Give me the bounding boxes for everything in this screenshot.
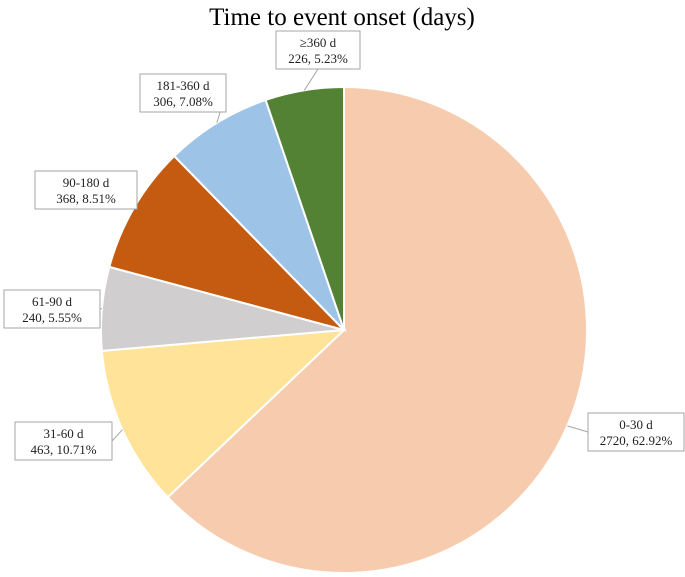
- label-category-0: 0-30 d: [619, 417, 653, 432]
- label-value-3: 368, 8.51%: [56, 191, 116, 206]
- leader-line-1: [111, 429, 123, 442]
- leader-line-0: [567, 425, 589, 433]
- label-box-3: [34, 170, 138, 210]
- pie-slice-4: [172, 98, 345, 331]
- label-box-5: [275, 30, 361, 70]
- label-value-2: 240, 5.55%: [22, 310, 82, 325]
- label-value-0: 2720, 62.92%: [600, 433, 673, 448]
- label-category-3: 90-180 d: [63, 175, 110, 190]
- label-value-5: 226, 5.23%: [288, 51, 348, 66]
- leader-line-5: [303, 68, 319, 91]
- label-box-1: [14, 421, 113, 461]
- pie-slice-5: [264, 85, 345, 331]
- label-box-4: [139, 73, 227, 113]
- chart-title: Time to event onset (days): [209, 4, 475, 31]
- label-box-0: [587, 412, 685, 452]
- label-category-2: 61-90 d: [32, 294, 73, 309]
- label-category-5: ≥360 d: [300, 35, 337, 50]
- label-value-4: 306, 7.08%: [153, 94, 213, 109]
- pie-slice-0: [166, 85, 588, 574]
- label-value-1: 463, 10.71%: [30, 442, 96, 457]
- label-category-4: 181-360 d: [156, 78, 210, 93]
- pie-slices: [100, 85, 588, 574]
- label-box-2: [3, 289, 101, 329]
- label-category-1: 31-60 d: [43, 426, 84, 441]
- pie-slice-1: [100, 328, 347, 499]
